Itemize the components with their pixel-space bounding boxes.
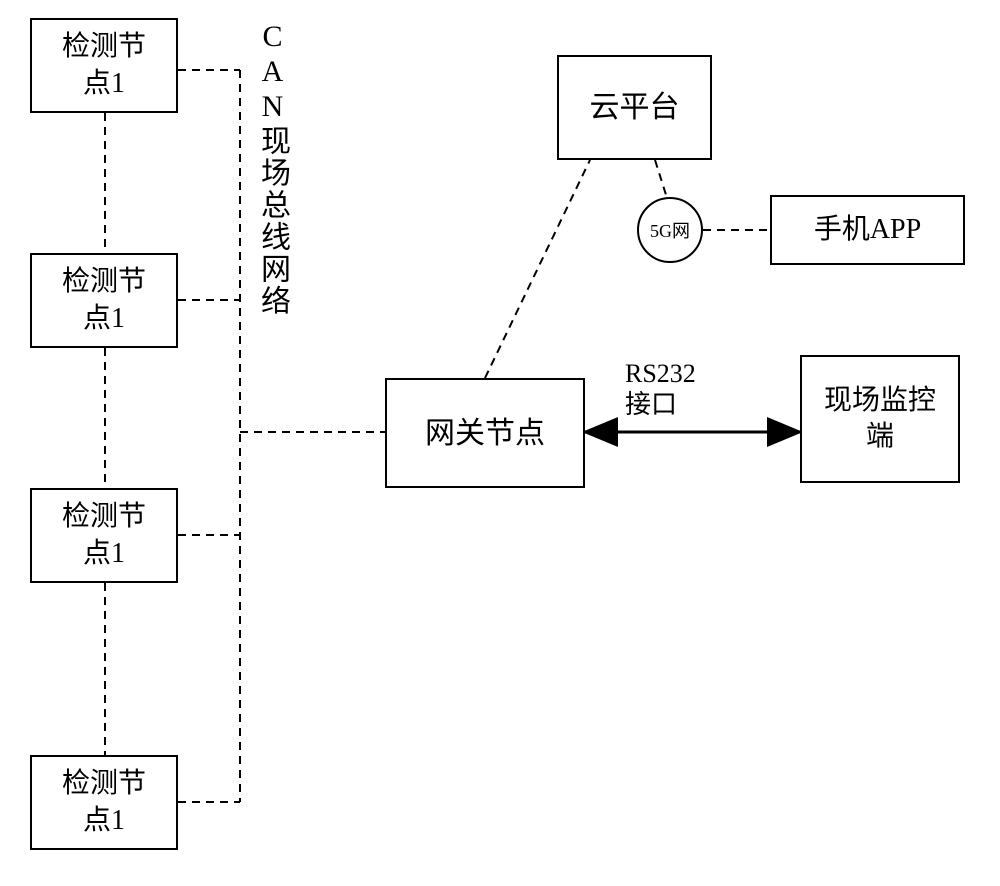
rs232-label: RS232 接口 bbox=[625, 358, 696, 420]
rs232-label-line2: 接口 bbox=[625, 389, 696, 420]
field-monitor-node: 现场监控 端 bbox=[800, 355, 960, 483]
cloud-platform-label: 云平台 bbox=[590, 88, 680, 127]
fiveg-network-node: 5G网 bbox=[637, 197, 703, 263]
mobile-app-node: 手机APP bbox=[770, 195, 965, 265]
detection-node-3: 检测节 点1 bbox=[30, 488, 178, 583]
cloud-platform-node: 云平台 bbox=[557, 55, 712, 160]
mobile-app-label: 手机APP bbox=[814, 212, 921, 248]
field-monitor-label: 现场监控 端 bbox=[824, 383, 936, 456]
gateway-node-label: 网关节点 bbox=[425, 414, 545, 453]
can-bus-label: CAN现场总线网络 bbox=[250, 20, 294, 317]
rs232-label-line1: RS232 bbox=[625, 358, 696, 389]
gateway-node: 网关节点 bbox=[385, 378, 585, 488]
fiveg-network-label: 5G网 bbox=[650, 217, 690, 243]
detection-node-2-label: 检测节 点1 bbox=[62, 264, 146, 337]
detection-node-2: 检测节 点1 bbox=[30, 253, 178, 348]
detection-node-4-label: 检测节 点1 bbox=[62, 766, 146, 839]
detection-node-1: 检测节 点1 bbox=[30, 18, 178, 113]
detection-node-4: 检测节 点1 bbox=[30, 755, 178, 850]
detection-node-3-label: 检测节 点1 bbox=[62, 499, 146, 572]
detection-node-1-label: 检测节 点1 bbox=[62, 29, 146, 102]
